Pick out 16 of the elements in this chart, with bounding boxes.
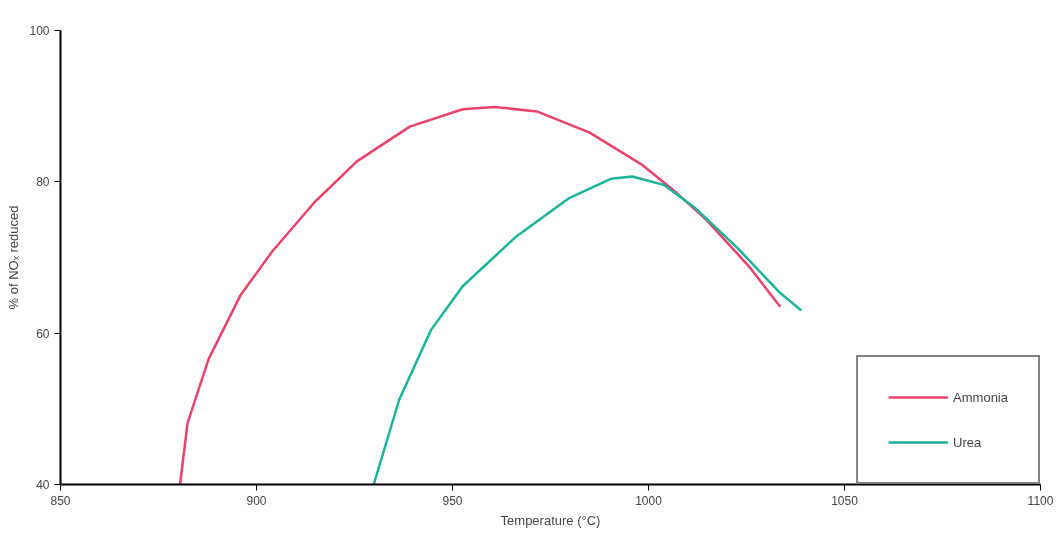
x-tick-label: 850 [50, 493, 71, 508]
line-series [178, 105, 782, 485]
line-series [372, 175, 803, 485]
x-axis-title: Temperature (°C) [500, 512, 601, 528]
legend-label: Urea [953, 434, 982, 450]
y-axis-title: % of NOₓ reduced [6, 205, 22, 310]
x-tick-label: 900 [246, 493, 267, 508]
y-tick-label: 60 [36, 326, 50, 341]
legend-label: Ammonia [953, 389, 1008, 405]
x-tick-label: 1100 [1027, 493, 1054, 508]
y-tick-label: 40 [36, 478, 50, 492]
y-tick-label: 100 [29, 24, 50, 38]
y-tick-label: 80 [36, 175, 50, 190]
x-tick-label: 1000 [635, 493, 663, 508]
x-tick-label: 1050 [831, 493, 859, 508]
x-tick-label: 950 [442, 493, 463, 508]
